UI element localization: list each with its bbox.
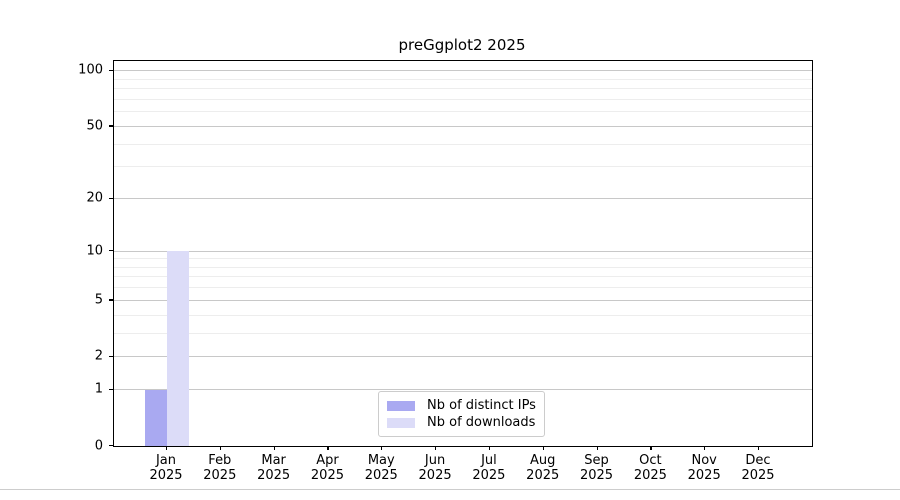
x-tick-label-oct: Oct 2025 xyxy=(633,453,667,483)
gridline-90 xyxy=(114,78,812,80)
gridline-5 xyxy=(114,299,812,301)
y-tick-label-1: 1 xyxy=(94,381,103,397)
gridline-1 xyxy=(114,389,812,391)
y-tick-1 xyxy=(109,388,113,390)
x-tick-label-jan: Jan 2025 xyxy=(149,453,183,483)
y-tick-label-0: 0 xyxy=(94,438,103,453)
x-tick-oct xyxy=(650,446,652,450)
x-tick-label-jul: Jul 2025 xyxy=(472,453,506,483)
y-tick-label-20: 20 xyxy=(86,190,103,206)
y-tick-0 xyxy=(109,445,113,447)
y-tick-label-100: 100 xyxy=(78,62,103,78)
x-tick-label-feb: Feb 2025 xyxy=(203,453,237,483)
y-tick-label-50: 50 xyxy=(86,118,103,134)
x-tick-label-mar: Mar 2025 xyxy=(257,453,291,483)
gridline-80 xyxy=(114,88,812,90)
x-tick-jun xyxy=(435,446,437,450)
gridline-30 xyxy=(114,166,812,168)
x-tick-label-nov: Nov 2025 xyxy=(687,453,721,483)
y-tick-label-2: 2 xyxy=(94,348,103,364)
y-tick-label-10: 10 xyxy=(86,243,103,259)
gridline-7 xyxy=(114,276,812,278)
x-tick-label-sep: Sep 2025 xyxy=(579,453,614,483)
x-tick-label-aug: Aug 2025 xyxy=(526,453,560,483)
y-tick-2 xyxy=(109,355,113,357)
gridline-20 xyxy=(114,198,812,199)
y-tick-100 xyxy=(109,69,113,72)
x-tick-apr xyxy=(327,446,329,450)
x-tick-label-may: May 2025 xyxy=(364,453,398,483)
x-tick-dec xyxy=(758,446,760,450)
legend-swatch-downloads xyxy=(387,417,415,428)
gridline-40 xyxy=(114,143,812,145)
x-tick-mar xyxy=(273,446,275,450)
gridline-60 xyxy=(114,111,812,113)
gridline-3 xyxy=(114,332,812,334)
gridline-4 xyxy=(114,314,812,316)
x-tick-nov xyxy=(704,446,706,450)
legend-label-downloads: Nb of downloads xyxy=(427,414,536,430)
x-tick-feb xyxy=(219,446,221,450)
gridline-2 xyxy=(114,356,812,358)
x-tick-jul xyxy=(488,446,491,450)
gridline-100 xyxy=(114,70,812,72)
x-tick-may xyxy=(381,446,383,450)
gridline-50 xyxy=(114,125,812,127)
legend-swatch-distinct-ips xyxy=(387,400,415,411)
x-tick-jan xyxy=(166,446,168,450)
gridline-8 xyxy=(114,266,812,268)
y-tick-5 xyxy=(109,299,113,301)
legend-item-downloads: Nb of downloads xyxy=(387,414,536,431)
y-tick-50 xyxy=(109,125,113,127)
y-tick-10 xyxy=(109,250,113,252)
gridline-10 xyxy=(114,250,812,252)
plot-area xyxy=(113,60,813,447)
page-divider xyxy=(0,489,900,490)
x-axis: Jan 2025 Feb 2025 Mar 2025 Apr 2025 May 2025 Jun 20… xyxy=(113,446,811,490)
legend-item-distinct-ips: Nb of distinct IPs xyxy=(387,397,536,414)
y-tick-label-5: 5 xyxy=(94,292,103,308)
y-tick-20 xyxy=(109,197,113,199)
x-tick-label-apr: Apr 2025 xyxy=(310,453,344,483)
gridline-6 xyxy=(114,287,812,289)
gridline-9 xyxy=(114,258,812,260)
gridline-70 xyxy=(114,98,812,100)
x-tick-label-dec: Dec 2025 xyxy=(741,453,775,483)
x-tick-aug xyxy=(542,446,544,450)
chart-title: preGgplot2 2025 xyxy=(398,36,526,54)
y-axis: 0 1 2 5 10 20 50 100 xyxy=(0,60,113,452)
legend-label-distinct-ips: Nb of distinct IPs xyxy=(427,397,536,413)
bar-downloads-jan xyxy=(167,251,189,446)
bar-distinct-ips-jan xyxy=(145,389,167,446)
x-tick-sep xyxy=(596,446,598,450)
legend: Nb of distinct IPs Nb of downloads xyxy=(378,391,545,437)
x-tick-label-jun: Jun 2025 xyxy=(418,453,452,483)
